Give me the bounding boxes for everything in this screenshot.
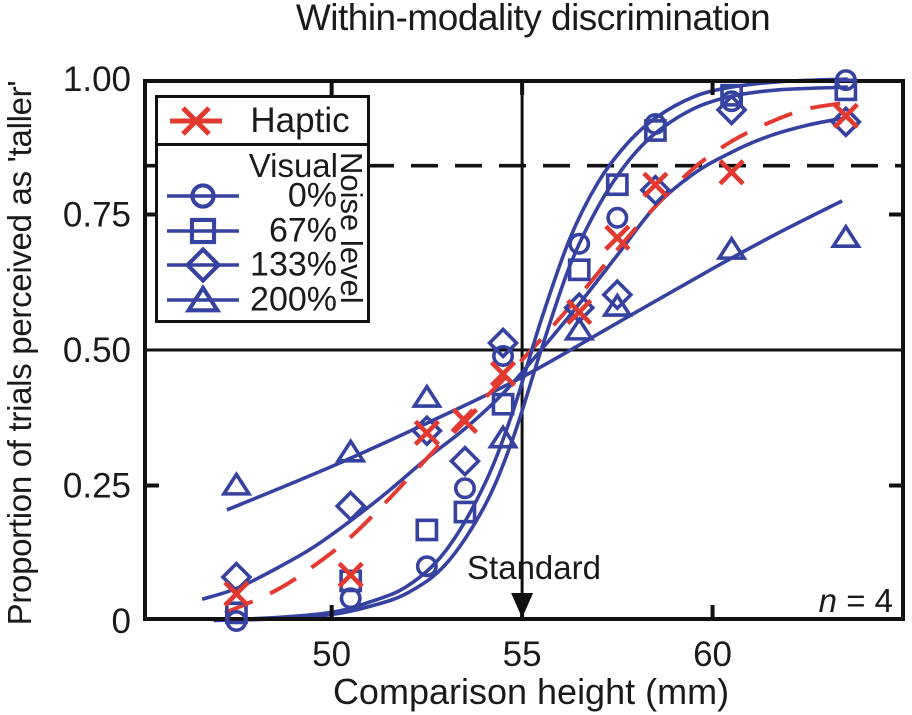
square-marker	[644, 119, 667, 142]
x-marker	[642, 171, 669, 198]
fitted-curve-visual-200-fit	[226, 199, 843, 512]
y-tick-label: 0	[112, 602, 131, 641]
square-marker	[605, 173, 629, 197]
x-axis-label: Comparison height (mm)	[332, 671, 730, 712]
y-tick-label: 1.00	[63, 60, 131, 99]
circle-marker	[190, 183, 216, 209]
circle-marker	[453, 477, 476, 500]
series-visual-200-noise	[220, 223, 862, 496]
square-legend-icon	[167, 217, 239, 244]
legend-item-circle: 0%	[163, 176, 363, 215]
legend-noise-value: 133%	[250, 245, 337, 284]
legend-visual-label: Visual	[248, 147, 338, 184]
square-marker	[567, 258, 591, 282]
circle-marker	[415, 555, 438, 578]
standard-annotation: Standard	[467, 549, 601, 586]
series-visual-0-noise	[225, 69, 857, 632]
x-marker	[451, 407, 479, 435]
square-marker	[225, 601, 248, 625]
triangle-marker	[715, 235, 748, 260]
square-marker	[415, 518, 439, 542]
circle-marker	[225, 609, 248, 632]
legend-item-diamond: 133%	[163, 245, 363, 284]
chart-title: Within-modality discrimination	[295, 0, 771, 38]
circle-marker	[720, 90, 743, 113]
legend-item-square: 67%	[163, 211, 363, 249]
triangle-legend-icon	[167, 283, 239, 312]
x-marker	[223, 580, 250, 608]
diamond-marker	[487, 326, 520, 359]
x-tick-label: 50	[312, 635, 351, 674]
y-tick-label: 0.75	[63, 196, 131, 235]
circle-marker	[492, 344, 515, 367]
square-marker	[453, 500, 477, 524]
square-marker	[189, 217, 217, 244]
triangle-marker	[220, 471, 253, 496]
square-marker	[834, 78, 858, 102]
circle-marker	[568, 232, 591, 255]
x-marker	[566, 298, 593, 326]
haptic-x-marker-icon	[170, 106, 222, 136]
x-marker	[718, 159, 745, 186]
circle-legend-icon	[167, 183, 239, 209]
triangle-marker	[830, 223, 862, 248]
legend-noise-value: 67%	[268, 211, 337, 249]
legend-noise-level-label: Noise level	[334, 152, 369, 304]
x-marker	[832, 102, 859, 129]
circle-marker	[644, 112, 667, 135]
x-marker	[489, 360, 517, 387]
diamond-marker	[220, 561, 253, 594]
haptic-x-marker	[170, 106, 222, 136]
series-visual-67-noise	[225, 78, 858, 625]
triangle-marker	[334, 438, 367, 463]
triangle-marker	[411, 383, 443, 408]
y-axis-label: Proportion of trials perceived as 'talle…	[1, 80, 38, 626]
fitted-curve-visual-0-fit	[213, 77, 848, 622]
diamond-marker	[334, 490, 367, 523]
triangle-marker	[563, 316, 596, 341]
legend-haptic-entry: Haptic	[158, 98, 367, 146]
circle-marker	[606, 206, 629, 229]
x-marker	[604, 224, 631, 251]
legend-noise-value: 0%	[287, 176, 337, 215]
series-haptic	[223, 102, 859, 608]
x-tick-label: 60	[693, 635, 732, 674]
legend: Haptic Visual Noise level 0% 67% 133% 200%	[155, 95, 370, 323]
diamond-marker	[184, 247, 222, 283]
n-symbol: n	[818, 582, 838, 619]
n-value: = 4	[837, 582, 893, 619]
triangle-marker	[487, 423, 519, 449]
x-marker	[413, 419, 440, 447]
fitted-curve-visual-67-fit	[213, 85, 848, 623]
legend-haptic-label: Haptic	[250, 100, 350, 140]
diamond-marker	[448, 445, 482, 478]
circle-marker	[834, 69, 857, 92]
x-tick-label: 55	[503, 635, 542, 674]
legend-noise-value: 200%	[250, 280, 337, 318]
circle-marker	[339, 587, 362, 610]
y-tick-label: 0.50	[63, 331, 131, 370]
diamond-marker	[639, 174, 672, 207]
fitted-curve-visual-133-fit	[201, 116, 845, 602]
diamond-legend-icon	[167, 247, 239, 283]
fitted-curve-haptic-fit	[224, 100, 851, 615]
triangle-marker	[601, 292, 634, 317]
triangle-marker	[184, 283, 222, 312]
legend-item-triangle: 200%	[163, 280, 363, 318]
sample-size-annotation: n = 4	[819, 582, 893, 620]
y-tick-label: 0.25	[63, 467, 131, 506]
x-marker	[337, 561, 364, 589]
square-marker	[720, 83, 743, 107]
square-marker	[491, 392, 515, 416]
diamond-marker	[829, 105, 862, 138]
diamond-marker	[601, 278, 634, 311]
